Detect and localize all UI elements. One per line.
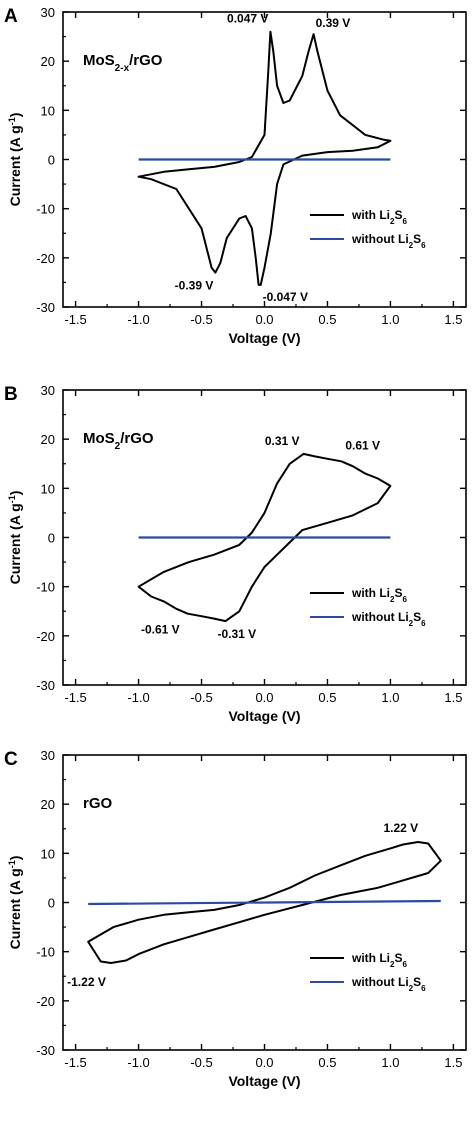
chart-panel-a: -1.5 -1.0 -0.5 0.0 0.5 1.0 1.5 -30 -20 -10 0 10 20 30… xyxy=(4,5,467,346)
chart-panel-b: -1.5 -1.0 -0.5 0.0 0.5 1.0 1.5 -30 -20 -10 0 10 20 30… xyxy=(4,383,467,724)
x-tick-label: -0.5 xyxy=(190,690,212,705)
y-tick-label: -30 xyxy=(36,1043,55,1058)
peak-label: 0.61 V xyxy=(345,438,380,452)
peak-label: -0.31 V xyxy=(217,627,256,641)
x-tick-label: 0.0 xyxy=(255,1055,273,1070)
x-tick-label: -1.5 xyxy=(64,1055,86,1070)
x-tick-label: 1.5 xyxy=(444,690,462,705)
x-tick-label: -1.0 xyxy=(127,690,149,705)
panel-letter: C xyxy=(4,749,18,770)
legend-label-without: without Li2S6 xyxy=(351,232,426,250)
x-tick-label: -0.5 xyxy=(190,312,212,327)
y-tick-label: 20 xyxy=(41,797,55,812)
x-tick-label: 0.5 xyxy=(318,1055,336,1070)
y-tick-label: 10 xyxy=(41,846,55,861)
y-tick-label: 30 xyxy=(41,383,55,398)
x-tick-label: -0.5 xyxy=(190,1055,212,1070)
y-tick-label: -10 xyxy=(36,202,55,217)
x-tick-label: 1.5 xyxy=(444,1055,462,1070)
legend-label-with: with Li2S6 xyxy=(351,951,407,969)
x-axis-title: Voltage (V) xyxy=(228,330,300,346)
peak-label: 0.31 V xyxy=(265,434,300,448)
legend-label-with: with Li2S6 xyxy=(351,586,407,604)
x-axis-title: Voltage (V) xyxy=(228,1073,300,1089)
x-tick-label: 0.0 xyxy=(255,690,273,705)
sample-label: MoS2-x/rGO xyxy=(83,52,163,74)
x-tick-label: 0.5 xyxy=(318,690,336,705)
y-axis-title: Current (A g-1) xyxy=(7,856,23,950)
y-tick-label: -30 xyxy=(36,678,55,693)
y-tick-label: 30 xyxy=(41,748,55,763)
x-tick-label: 1.0 xyxy=(381,312,399,327)
x-tick-label: -1.5 xyxy=(64,312,86,327)
x-axis-title: Voltage (V) xyxy=(228,708,300,724)
peak-label: 1.22 V xyxy=(383,821,418,835)
x-tick-label: 1.0 xyxy=(381,1055,399,1070)
peak-label: 0.047 V xyxy=(227,12,268,26)
series-with-li2s6 xyxy=(87,841,442,964)
y-tick-label: -10 xyxy=(36,945,55,960)
peak-label: -1.22 V xyxy=(67,975,106,989)
y-tick-label: -10 xyxy=(36,580,55,595)
legend-label-without: without Li2S6 xyxy=(351,610,426,628)
chart-panel-c: -1.5 -1.0 -0.5 0.0 0.5 1.0 1.5 -30 -20 -10 0 10 20 30… xyxy=(4,748,467,1089)
y-tick-label: 20 xyxy=(41,54,55,69)
panel-letter: A xyxy=(4,6,18,27)
y-tick-label: 0 xyxy=(48,153,55,168)
y-tick-label: 30 xyxy=(41,5,55,20)
x-tick-label: -1.5 xyxy=(64,690,86,705)
x-tick-label: -1.0 xyxy=(127,1055,149,1070)
y-tick-label: -20 xyxy=(36,251,55,266)
y-axis-title: Current (A g-1) xyxy=(7,491,23,585)
x-tick-label: 1.5 xyxy=(444,312,462,327)
sample-label: rGO xyxy=(83,795,113,812)
x-tick-label: 0.0 xyxy=(255,312,273,327)
peak-label: -0.39 V xyxy=(175,279,214,293)
peak-label: -0.047 V xyxy=(263,290,308,304)
sample-label: MoS2/rGO xyxy=(83,430,154,452)
y-tick-label: 10 xyxy=(41,481,55,496)
y-tick-label: -20 xyxy=(36,994,55,1009)
x-tick-label: 1.0 xyxy=(381,690,399,705)
series-with-li2s6 xyxy=(137,452,392,623)
x-tick-label: -1.0 xyxy=(127,312,149,327)
y-tick-label: 0 xyxy=(48,896,55,911)
y-tick-label: -20 xyxy=(36,629,55,644)
panel-letter: B xyxy=(4,384,18,405)
series-without-li2s6 xyxy=(88,899,441,906)
y-tick-label: 10 xyxy=(41,103,55,118)
x-tick-label: 0.5 xyxy=(318,312,336,327)
legend-label-without: without Li2S6 xyxy=(351,975,426,993)
y-tick-label: 20 xyxy=(41,432,55,447)
y-tick-label: 0 xyxy=(48,531,55,546)
y-tick-label: -30 xyxy=(36,300,55,315)
series-with-li2s6 xyxy=(137,30,392,286)
legend-label-with: with Li2S6 xyxy=(351,208,407,226)
peak-label: 0.39 V xyxy=(316,16,351,30)
peak-label: -0.61 V xyxy=(141,623,180,637)
y-axis-title: Current (A g-1) xyxy=(7,113,23,207)
